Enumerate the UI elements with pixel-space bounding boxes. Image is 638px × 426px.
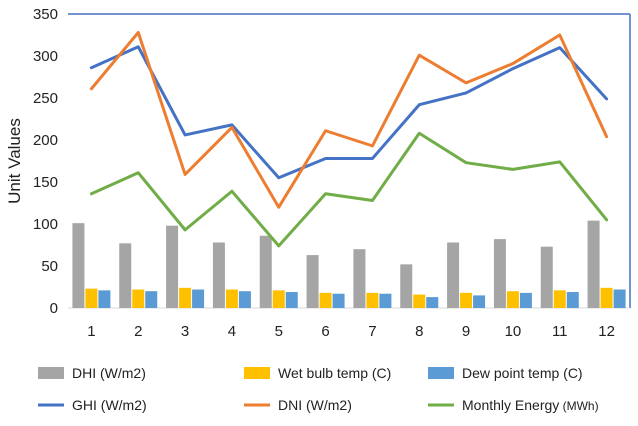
x-axis-ticks: 1 2 3 4 5 6 7 8 9 10 11 12: [87, 323, 615, 340]
bar: [366, 292, 379, 308]
bar: [553, 290, 566, 308]
bar: [272, 290, 285, 308]
y-tick-label: 100: [33, 216, 58, 233]
legend-label: Dew point temp (C): [462, 365, 583, 381]
y-tick-label: 350: [33, 6, 58, 23]
bar: [413, 294, 426, 308]
x-tick-label: 7: [368, 323, 376, 340]
bar: [473, 295, 486, 308]
bar: [353, 249, 366, 308]
bar: [400, 264, 413, 308]
bar: [540, 246, 553, 308]
bar: [192, 289, 205, 308]
bar: [506, 291, 519, 308]
bar: [166, 225, 179, 308]
legend-swatch: [244, 367, 270, 379]
bar: [225, 289, 238, 308]
bar: [285, 292, 298, 308]
x-tick-label: 6: [321, 323, 329, 340]
legend-label: GHI (W/m2): [72, 397, 147, 413]
legend-unit: (MWh): [559, 399, 598, 413]
bar: [319, 292, 332, 308]
x-tick-label: 9: [462, 323, 470, 340]
line-marks: [89, 30, 609, 248]
bar: [132, 289, 145, 308]
bar: [587, 220, 600, 308]
bar: [519, 292, 532, 308]
y-tick-label: 200: [33, 132, 58, 149]
x-tick-label: 5: [275, 323, 283, 340]
legend-swatch: [38, 367, 64, 379]
bar: [238, 291, 251, 308]
x-tick-label: 12: [598, 323, 615, 340]
bar: [306, 255, 319, 308]
bar: [179, 287, 192, 308]
bar-marks: [72, 220, 626, 308]
bar: [379, 293, 392, 308]
bar: [85, 288, 98, 308]
bar: [98, 290, 111, 308]
y-tick-label: 300: [33, 48, 58, 65]
bar: [212, 242, 225, 308]
y-axis-label: Unit Values: [5, 118, 24, 204]
y-axis-ticks: 0 50 100 150 200 250 300 350: [33, 6, 58, 317]
legend-label: DNI (W/m2): [278, 397, 352, 413]
x-tick-label: 1: [87, 323, 95, 340]
bar: [426, 297, 439, 308]
x-tick-label: 2: [134, 323, 142, 340]
series-line: [89, 30, 609, 209]
x-tick-label: 11: [552, 323, 568, 340]
plot-area: [68, 13, 631, 309]
y-tick-label: 250: [33, 90, 58, 107]
bar: [259, 235, 272, 308]
bar: [145, 291, 158, 308]
legend-label: Wet bulb temp (C): [278, 365, 391, 381]
x-tick-label: 3: [181, 323, 189, 340]
legend-label: DHI (W/m2): [72, 365, 146, 381]
bar: [72, 223, 85, 308]
x-tick-label: 10: [505, 323, 522, 340]
y-tick-label: 50: [41, 258, 58, 275]
x-tick-label: 8: [415, 323, 423, 340]
legend-swatch: [428, 367, 454, 379]
y-tick-label: 150: [33, 174, 58, 191]
bar: [447, 242, 460, 308]
legend: DHI (W/m2) Wet bulb temp (C) Dew point tem…: [38, 365, 599, 413]
bar: [493, 239, 506, 308]
legend-label: Monthly Energy (MWh): [462, 397, 599, 413]
bar: [600, 287, 613, 308]
bar: [332, 293, 345, 308]
bar: [119, 243, 132, 308]
bar: [566, 292, 579, 308]
y-tick-label: 0: [50, 300, 58, 317]
x-tick-label: 4: [228, 323, 236, 340]
bar: [613, 289, 626, 308]
series-line: [89, 45, 609, 180]
series-line: [89, 131, 609, 248]
bar: [460, 292, 473, 308]
